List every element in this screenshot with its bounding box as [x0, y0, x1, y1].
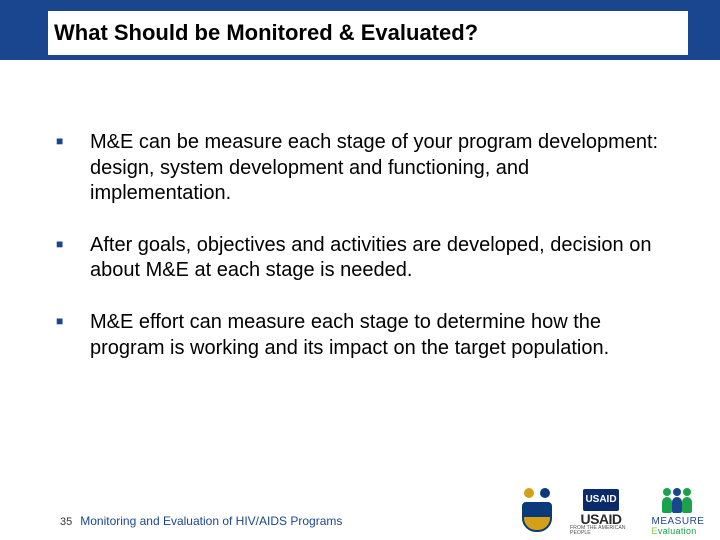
shield-icon [522, 502, 552, 532]
bullet-item: M&E effort can measure each stage to det… [56, 310, 666, 361]
measure-line2: Evaluation [652, 527, 705, 536]
bullet-list: M&E can be measure each stage of your pr… [56, 130, 666, 387]
bullet-item: M&E can be measure each stage of your pr… [56, 130, 666, 207]
slide-title: What Should be Monitored & Evaluated? [54, 20, 478, 46]
title-container: What Should be Monitored & Evaluated? [48, 11, 688, 55]
slide-number: 35 [60, 516, 72, 528]
measure-evaluation-logo: MEASURE Evaluation [646, 479, 710, 536]
university-crest-logo [518, 488, 556, 536]
footer-left: 35 Monitoring and Evaluation of HIV/AIDS… [60, 514, 342, 528]
crest-orbs-icon [524, 488, 550, 502]
slide: What Should be Monitored & Evaluated? M&… [0, 0, 720, 540]
usaid-tagline: FROM THE AMERICAN PEOPLE [570, 526, 632, 536]
measure-text: MEASURE Evaluation [652, 517, 705, 536]
usaid-wordmark: USAID [580, 512, 621, 526]
footer-caption: Monitoring and Evaluation of HIV/AIDS Pr… [80, 514, 342, 528]
bullet-item: After goals, objectives and activities a… [56, 233, 666, 284]
people-icon [662, 479, 694, 513]
usaid-box-label: USAID [585, 494, 616, 505]
usaid-seal-icon: USAID [583, 489, 619, 511]
logo-row: USAID USAID FROM THE AMERICAN PEOPLE MEA… [518, 479, 710, 536]
usaid-logo: USAID USAID FROM THE AMERICAN PEOPLE [570, 489, 632, 536]
